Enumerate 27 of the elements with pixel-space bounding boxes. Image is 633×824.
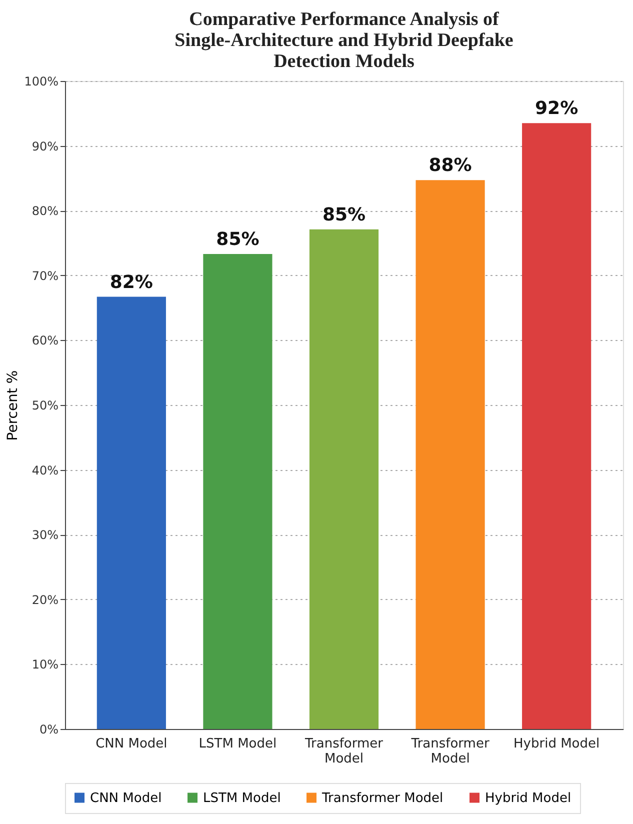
x-tick-label: Transformer Model (410, 736, 490, 766)
y-tick-label: 70% (32, 268, 58, 283)
x-tick-label: CNN Model (96, 736, 168, 752)
y-axis-title: Percent % (5, 370, 22, 441)
text: 85% (322, 204, 366, 226)
y-tick-label: 50% (32, 398, 58, 412)
y-tick-label: 10% (32, 658, 58, 672)
text: 88% (428, 155, 472, 176)
y-tick-label: 0% (39, 722, 58, 736)
x-tick-label: LSTM Model (198, 736, 277, 752)
y-tick-label: 30% (32, 528, 58, 542)
chart-title: Comparative Performance Analysis of Single-Architecture and Hybrid Deepfake Detection Models (174, 9, 514, 72)
y-tick-label: 60% (32, 334, 58, 348)
y-tick-label: 100% (24, 74, 58, 88)
y-tick-label: 90% (32, 139, 58, 154)
x-tick-label: Transformer Model (304, 736, 384, 766)
y-tick-label: 80% (32, 204, 58, 218)
text: 82% (110, 272, 153, 293)
legend-label: Transformer Model (321, 790, 444, 806)
y-tick-label: 20% (32, 592, 58, 607)
legend-label: CNN Model (90, 790, 162, 806)
text: 92% (535, 98, 578, 120)
legend-label: Hybrid Model (485, 790, 572, 806)
legend-label: LSTM Model (203, 790, 281, 806)
y-tick-label: 40% (32, 463, 58, 478)
text: 85% (216, 229, 260, 250)
x-tick-label: Hybrid Model (514, 736, 600, 752)
